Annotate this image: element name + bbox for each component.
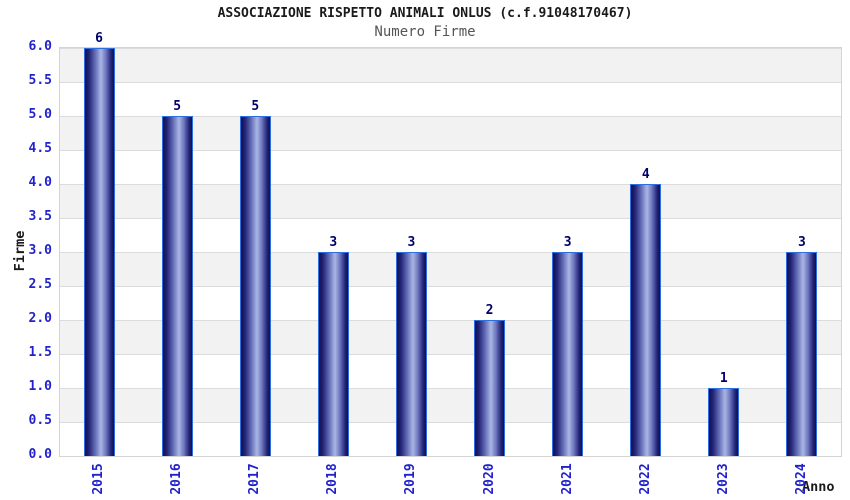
bar-value-label: 3 — [563, 235, 572, 250]
x-tick-label: 2016 — [168, 463, 184, 495]
bar-2024: 3 — [786, 235, 818, 456]
x-tick-label: 2017 — [246, 463, 262, 495]
x-tick-label: 2020 — [481, 463, 497, 495]
bar-value-label: 3 — [329, 235, 338, 250]
bar-2015: 6 — [83, 31, 115, 456]
y-tick-label: 3.5 — [28, 209, 52, 224]
y-tick-label: 3.0 — [28, 243, 52, 258]
x-axis-label: Anno — [802, 479, 835, 495]
bar-2019: 3 — [395, 235, 427, 456]
bar-value-label: 1 — [719, 371, 728, 386]
y-tick-label: 0.5 — [28, 413, 52, 428]
bar-2016: 5 — [161, 99, 193, 456]
bar-2020: 2 — [474, 303, 506, 456]
y-tick-label: 4.0 — [28, 175, 52, 190]
chart-subtitle: Numero Firme — [374, 24, 476, 40]
x-tick-label: 2019 — [402, 463, 418, 495]
y-tick-label: 2.0 — [28, 311, 52, 326]
y-tick-label: 6.0 — [28, 39, 52, 54]
x-tick-label: 2024 — [793, 463, 809, 495]
bar-value-label: 5 — [251, 99, 260, 114]
bar-2017: 5 — [239, 99, 271, 456]
chart-title: ASSOCIAZIONE RISPETTO ANIMALI ONLUS (c.f… — [217, 6, 633, 21]
y-tick-label: 5.5 — [28, 73, 52, 88]
bar-value-label: 5 — [173, 99, 182, 114]
x-tick-label: 2021 — [559, 463, 575, 495]
x-tick-label: 2015 — [90, 463, 106, 495]
bar-value-label: 3 — [798, 235, 806, 250]
bar-2023: 1 — [708, 371, 740, 456]
bar-2018: 3 — [317, 235, 349, 456]
bar-2021: 3 — [552, 235, 584, 456]
x-tick-label: 2022 — [637, 463, 653, 495]
y-tick-label: 1.5 — [28, 345, 52, 360]
plot-area: 6 5 5 3 3 2 3 4 1 3 — [59, 31, 842, 457]
bar-value-label: 4 — [641, 167, 650, 182]
y-tick-label: 5.0 — [28, 107, 52, 122]
y-tick-label: 0.0 — [28, 447, 52, 462]
x-tick-label: 2023 — [715, 463, 731, 495]
bar-value-label: 6 — [95, 31, 103, 46]
y-tick-label: 4.5 — [28, 141, 52, 156]
y-tick-label: 1.0 — [28, 379, 52, 394]
bar-value-label: 2 — [485, 303, 494, 318]
x-tick-label: 2018 — [324, 463, 340, 495]
bar-2022: 4 — [630, 167, 662, 456]
y-tick-label: 2.5 — [28, 277, 52, 292]
bar-value-label: 3 — [407, 235, 416, 250]
